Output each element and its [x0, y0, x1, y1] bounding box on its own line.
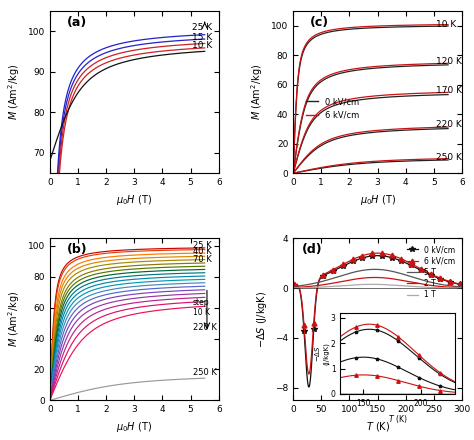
Text: 220 K: 220 K: [436, 120, 462, 129]
2 T: [458, 285, 464, 290]
0 kV/cm: [374, 253, 380, 258]
Line: 5 T: 5 T: [294, 269, 461, 287]
X-axis label: $T$ (K): $T$ (K): [365, 420, 390, 433]
Text: 120 K: 120 K: [436, 57, 462, 66]
1 T: [390, 282, 396, 288]
2 T: [403, 279, 409, 284]
5 T: [403, 272, 409, 278]
Text: 70 K: 70 K: [193, 254, 211, 264]
1 T: [367, 282, 373, 287]
5 T: [417, 277, 423, 282]
0 kV/cm: [306, 385, 311, 390]
0 kV/cm: [321, 273, 327, 278]
6 kV/cm: [306, 371, 311, 377]
Text: 25 K: 25 K: [192, 23, 212, 32]
5 T: [292, 284, 297, 289]
1 T: [403, 283, 409, 289]
Y-axis label: $M$ (Am$^2$/kg): $M$ (Am$^2$/kg): [250, 64, 265, 120]
X-axis label: $\mu_0H$ (T): $\mu_0H$ (T): [116, 193, 152, 207]
1 T: [369, 282, 375, 287]
Text: step
10 K: step 10 K: [193, 298, 210, 317]
5 T: [372, 267, 378, 272]
2 T: [321, 282, 327, 287]
1 T: [321, 284, 327, 290]
Text: 170 K: 170 K: [436, 86, 462, 95]
X-axis label: $\mu_0H$ (T): $\mu_0H$ (T): [360, 193, 396, 207]
Text: (a): (a): [67, 16, 87, 29]
6 kV/cm: [367, 251, 373, 257]
Text: 15 K: 15 K: [192, 33, 212, 42]
Text: (b): (b): [67, 243, 87, 256]
Text: 250 K: 250 K: [193, 368, 217, 377]
0 kV/cm: [335, 266, 340, 271]
Line: 0 kV/cm: 0 kV/cm: [292, 253, 464, 390]
2 T: [417, 281, 423, 286]
Y-axis label: $M$ (Am$^2$/kg): $M$ (Am$^2$/kg): [6, 291, 22, 348]
6 kV/cm: [374, 250, 380, 256]
1 T: [292, 285, 297, 290]
0 kV/cm: [367, 253, 373, 259]
6 kV/cm: [458, 282, 464, 287]
0 kV/cm: [403, 260, 409, 266]
Text: (c): (c): [310, 16, 329, 29]
6 kV/cm: [292, 282, 297, 287]
Text: 10 K: 10 K: [192, 41, 212, 50]
6 kV/cm: [390, 253, 396, 258]
Text: 10 K: 10 K: [436, 20, 456, 29]
2 T: [372, 275, 378, 280]
1 T: [334, 283, 340, 289]
Text: 250 K: 250 K: [436, 153, 462, 161]
Text: (d): (d): [301, 243, 322, 256]
Text: 40 K: 40 K: [193, 247, 211, 256]
2 T: [334, 280, 340, 285]
0 kV/cm: [418, 268, 423, 273]
5 T: [367, 267, 373, 272]
Text: 220 K: 220 K: [193, 323, 217, 332]
Legend: 0 kV/cm, 6 kV/cm, 5 T, 2 T, 1 T: 0 kV/cm, 6 kV/cm, 5 T, 2 T, 1 T: [403, 242, 458, 302]
Text: 25 K: 25 K: [193, 241, 211, 249]
Line: 6 kV/cm: 6 kV/cm: [292, 251, 464, 377]
6 kV/cm: [403, 259, 409, 264]
X-axis label: $\mu_0H$ (T): $\mu_0H$ (T): [116, 420, 152, 434]
2 T: [390, 276, 396, 282]
1 T: [458, 286, 464, 291]
6 kV/cm: [418, 266, 423, 271]
1 T: [417, 284, 423, 290]
2 T: [292, 285, 297, 290]
0 kV/cm: [292, 282, 297, 287]
6 kV/cm: [321, 271, 327, 277]
0 kV/cm: [390, 255, 396, 260]
5 T: [458, 284, 464, 290]
Y-axis label: $-\Delta S$ (J/kgK): $-\Delta S$ (J/kgK): [255, 291, 270, 348]
5 T: [321, 279, 327, 284]
0 kV/cm: [458, 282, 464, 287]
6 kV/cm: [335, 265, 340, 270]
2 T: [367, 275, 373, 280]
5 T: [334, 275, 340, 280]
Legend: 0 kV/cm, 6 kV/cm: 0 kV/cm, 6 kV/cm: [302, 94, 363, 123]
5 T: [390, 269, 396, 274]
Line: 1 T: 1 T: [294, 284, 461, 288]
Y-axis label: $M$ (Am$^2$/kg): $M$ (Am$^2$/kg): [6, 64, 22, 120]
Line: 2 T: 2 T: [294, 278, 461, 288]
